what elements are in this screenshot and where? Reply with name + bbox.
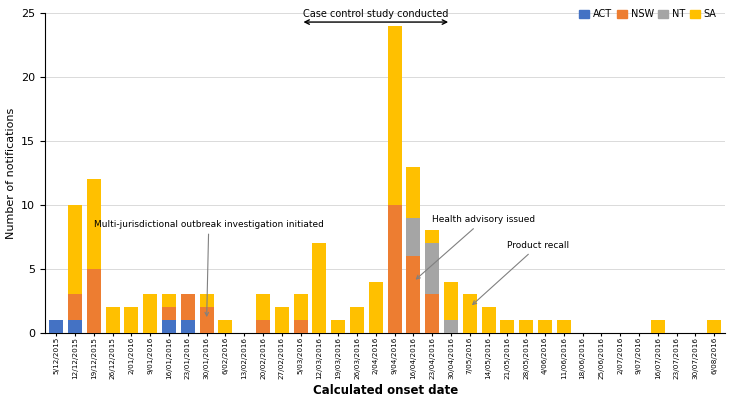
Bar [275, 307, 289, 333]
Bar [368, 282, 383, 333]
Bar [425, 243, 439, 294]
Bar [482, 307, 496, 333]
X-axis label: Calculated onset date: Calculated onset date [313, 384, 458, 397]
Bar [463, 294, 477, 333]
Bar [425, 231, 439, 243]
Bar [444, 282, 458, 320]
Bar [331, 320, 345, 333]
Bar [181, 294, 195, 320]
Bar [162, 294, 176, 307]
Bar [162, 307, 176, 320]
Text: Product recall: Product recall [473, 241, 569, 304]
Text: Case control study conducted: Case control study conducted [303, 10, 449, 19]
Bar [143, 294, 157, 333]
Bar [707, 320, 721, 333]
Bar [105, 307, 120, 333]
Bar [387, 26, 401, 205]
Bar [124, 307, 138, 333]
Bar [444, 320, 458, 333]
Bar [538, 320, 552, 333]
Bar [49, 320, 64, 333]
Text: Health advisory issued: Health advisory issued [417, 215, 535, 279]
Bar [256, 320, 270, 333]
Bar [312, 243, 327, 333]
Bar [406, 166, 420, 218]
Bar [200, 294, 213, 307]
Bar [162, 320, 176, 333]
Bar [294, 294, 308, 320]
Y-axis label: Number of notifications: Number of notifications [6, 107, 15, 239]
Bar [557, 320, 571, 333]
Bar [519, 320, 533, 333]
Bar [219, 320, 232, 333]
Bar [68, 205, 82, 294]
Bar [68, 294, 82, 320]
Legend: ACT, NSW, NT, SA: ACT, NSW, NT, SA [575, 5, 721, 23]
Text: Multi-jurisdictional outbreak investigation initiated: Multi-jurisdictional outbreak investigat… [94, 220, 324, 316]
Bar [87, 179, 101, 269]
Bar [350, 307, 364, 333]
Bar [294, 320, 308, 333]
Bar [425, 294, 439, 333]
Bar [406, 218, 420, 256]
Bar [651, 320, 664, 333]
Bar [500, 320, 515, 333]
Bar [406, 256, 420, 333]
Bar [200, 307, 213, 333]
Bar [87, 269, 101, 333]
Bar [387, 205, 401, 333]
Bar [68, 320, 82, 333]
Bar [181, 320, 195, 333]
Bar [256, 294, 270, 320]
